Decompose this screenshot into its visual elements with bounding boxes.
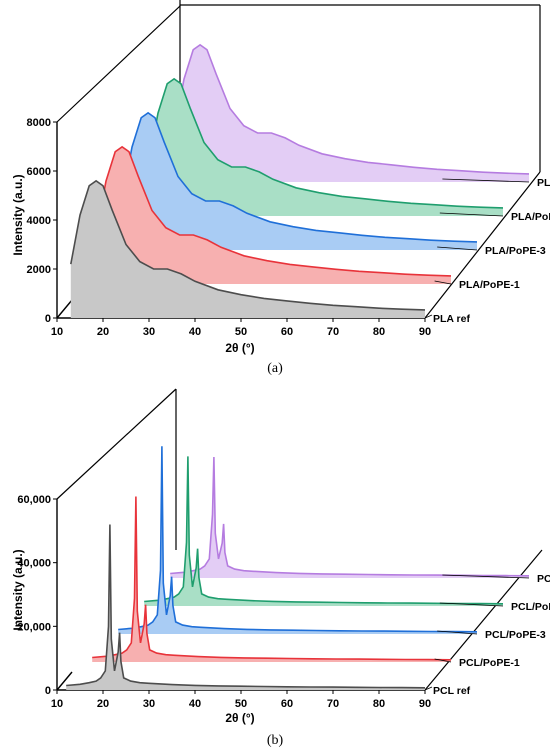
series-fill-b-1	[92, 496, 451, 662]
x-tick-label-b-7: 80	[373, 698, 385, 710]
x-tick-label-a-1: 20	[97, 326, 109, 338]
panel-label-b: (b)	[267, 733, 284, 748]
y-tick-label-a-0: 0	[45, 313, 51, 325]
series-label-leader-b-2	[437, 630, 478, 635]
series-label-b-1: PCL/PoPE-1	[459, 657, 520, 669]
x-tick-label-b-6: 70	[327, 698, 339, 710]
series-fill-b-4	[170, 457, 529, 578]
series-fill-a-3	[148, 78, 504, 216]
series-group-b: PCL/PoPE-10 PCL/PoPE-5 PCL/PoPE-3 PCL/PoPE-…	[66, 446, 550, 697]
x-tick-label-b-2: 30	[143, 698, 155, 710]
series-line-b-1	[92, 496, 452, 661]
y-tick-label-a-1: 2000	[27, 264, 51, 276]
x-tick-label-b-5: 60	[281, 698, 293, 710]
x-tick-label-a-2: 30	[143, 326, 155, 338]
series-line-b-0	[66, 524, 426, 689]
y-tick-label-a-4: 8000	[27, 117, 51, 129]
series-label-leader-a-1	[434, 280, 452, 285]
y-tick-label-a-3: 6000	[27, 166, 51, 178]
series-fill-b-3	[144, 456, 503, 606]
series-label-leader-b-0	[424, 686, 433, 691]
series-line-a-0	[70, 179, 426, 311]
series-line-a-1	[96, 145, 452, 277]
x-tick-label-a-4: 50	[235, 326, 247, 338]
depth-axis-a	[56, 299, 73, 319]
chart-panel-b: PCL/PoPE-10PCL/PoPE-5PCL/PoPE-3PCL/PoPE-…	[11, 388, 550, 748]
x-tick-label-a-6: 70	[327, 326, 339, 338]
series-fill-a-1	[96, 146, 452, 284]
series-label-leader-a-4	[442, 178, 530, 183]
panel-label-a: (a)	[267, 361, 283, 376]
series-label-leader-b-3	[439, 602, 504, 607]
series-label-a-0: PLA ref	[433, 313, 470, 325]
box-back-left-b	[56, 388, 177, 500]
series-label-leader-a-2	[437, 246, 478, 251]
x-tick-label-b-1: 20	[97, 698, 109, 710]
box-depth-bottom-a	[424, 171, 541, 319]
x-axis-title-b: 2θ (°)	[225, 711, 254, 725]
series-line-a-3	[148, 77, 504, 209]
series-line-a-4	[174, 43, 530, 175]
x-tick-label-a-0: 10	[51, 326, 63, 338]
x-tick-label-b-4: 50	[235, 698, 247, 710]
box-depth-bottom-b	[424, 549, 543, 691]
tick-group-a: 10 20 30 40 50 60 70 80 90 0 2000 4000 6000 8000	[27, 117, 432, 338]
y-tick-label-a-2: 4000	[27, 215, 51, 227]
series-line-b-2	[118, 446, 478, 633]
y-tick-label-b-3: 60,000	[17, 494, 51, 506]
series-label-b-0: PCL ref	[433, 685, 471, 697]
series-line-b-3	[144, 456, 504, 605]
series-label-leader-a-0	[424, 314, 433, 319]
series-group-a: PLA/PoPE-10 PLA/PoPE-5 PLA/PoPE-3 PLA/PoPE-…	[70, 43, 550, 325]
series-label-b-4: PCL/PoPE-10	[537, 573, 550, 585]
y-tick-label-b-2: 40,000	[17, 558, 51, 570]
series-label-leader-b-1	[434, 658, 452, 663]
series-label-a-1: PLA/PoPE-1	[459, 279, 520, 291]
depth-axis-b	[56, 671, 73, 691]
y-axis-title-a: Intensity (a.u.)	[11, 174, 25, 255]
series-label-a-3: PLA/PoPE-5	[511, 211, 550, 223]
series-line-a-2	[122, 111, 478, 243]
series-label-leader-b-4	[442, 574, 530, 579]
series-fill-a-4	[174, 44, 530, 182]
series-line-b-4	[170, 456, 530, 577]
series-fill-b-0	[66, 524, 425, 690]
x-tick-label-a-7: 80	[373, 326, 385, 338]
x-tick-label-a-5: 60	[281, 326, 293, 338]
tick-group-b: 10 20 30 40 50 60 70 80 90 0 20,000 40,000 60,000	[17, 494, 431, 710]
series-label-a-2: PLA/PoPE-3	[485, 245, 546, 257]
chart-panel-a: PLA/PoPE-10PLA/PoPE-5PLA/PoPE-3PLA/PoPE-…	[11, 0, 550, 376]
series-label-b-3: PCL/PoPE-5	[511, 601, 550, 613]
x-tick-label-a-3: 40	[189, 326, 201, 338]
y-axis-title-b: Intensity (a.u.)	[11, 549, 25, 630]
y-tick-label-b-0: 0	[45, 685, 51, 697]
x-tick-label-b-8: 90	[419, 698, 431, 710]
series-fill-a-2	[122, 112, 478, 250]
x-axis-title-a: 2θ (°)	[225, 341, 254, 355]
series-label-leader-a-3	[439, 212, 504, 217]
series-fill-a-0	[70, 180, 426, 318]
x-tick-label-b-3: 40	[189, 698, 201, 710]
series-label-a-4: PLA/PoPE-10	[537, 177, 550, 189]
y-tick-label-b-1: 20,000	[17, 621, 51, 633]
x-tick-label-b-0: 10	[51, 698, 63, 710]
series-label-b-2: PCL/PoPE-3	[485, 629, 546, 641]
x-tick-label-a-8: 90	[419, 326, 431, 338]
